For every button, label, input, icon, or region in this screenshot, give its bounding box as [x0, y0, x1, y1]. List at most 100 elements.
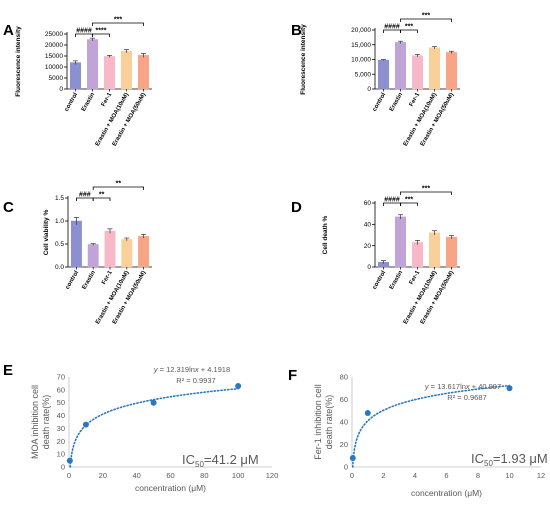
bar-0: [377, 59, 390, 90]
scatter-chart-e: E 0 10 20 30 40 50 60 70 0 20 40 60 80 100 120 concentra…: [3, 362, 278, 493]
y-tick-label: 1.5: [55, 195, 64, 202]
significance-label: ****: [96, 28, 107, 35]
y-tick-label: 60: [340, 395, 348, 404]
y-axis-label-line1: MOA inhibition cell: [30, 385, 40, 459]
eq-body: = 13.617ln: [429, 382, 466, 391]
y-tick-label: 0.0: [55, 264, 64, 271]
category-label: Fer-1: [409, 91, 422, 107]
bar-2: [104, 230, 116, 268]
x-tick-label: 10: [505, 471, 513, 480]
y-tick-label: 0: [367, 264, 371, 271]
bar-2: [411, 242, 424, 268]
trend-equation: y = 12.319lnx + 4.1918: [153, 365, 230, 374]
ic50-annotation: IC50=1.93 μM: [471, 451, 548, 468]
y-axis-label: Cell death %: [322, 215, 329, 254]
significance-bracket: [400, 202, 418, 206]
y-axis-label-line2: death rate(%): [324, 395, 334, 450]
trendline: [351, 384, 511, 468]
panel-letter: B: [291, 22, 302, 39]
y-tick-label: 80: [340, 373, 348, 382]
significance-bracket: [92, 22, 144, 26]
data-point: [235, 383, 242, 389]
panel-letter: D: [291, 199, 302, 216]
category-label: control: [372, 270, 388, 291]
eq-body: = 12.319ln: [158, 365, 195, 374]
y-tick-label: 40: [364, 222, 372, 229]
category-label: control: [372, 92, 388, 113]
y-tick-label: 20: [57, 437, 65, 446]
data-point: [364, 410, 371, 416]
category-label: control: [65, 270, 81, 291]
significance-bracket: [400, 191, 452, 195]
y-tick-label: 40: [340, 418, 348, 427]
bar-4: [445, 236, 458, 268]
significance-label: ***: [422, 13, 430, 20]
significance-label: **: [99, 192, 105, 199]
eq-suffix: + 40.997: [470, 382, 502, 391]
trendline: [69, 387, 239, 468]
scatter-chart-f: F 0 20 40 60 80 0 2 4 6 8 10 12 concentration (μM) Fer…: [288, 367, 548, 498]
bar-1: [394, 42, 407, 90]
significance-label: ####: [76, 28, 92, 35]
significance-bracket: [400, 18, 452, 22]
eq-var: x: [465, 382, 470, 391]
y-axis-label: Fer-1 inhibition celldeath rate(%): [313, 384, 334, 460]
category-label: Erastin: [389, 92, 405, 113]
y-tick-label: 20: [340, 440, 348, 449]
panel-letter: F: [288, 367, 297, 384]
eq-prefix: y: [153, 365, 159, 374]
bar-3: [121, 239, 133, 268]
x-tick-label: 2: [381, 471, 385, 480]
y-tick-label: 40: [57, 411, 65, 420]
y-tick-label: 60: [364, 200, 372, 207]
y-tick-label: 1.0: [55, 218, 64, 225]
bar-3: [428, 232, 441, 268]
y-tick-label: 25000: [45, 31, 63, 38]
y-tick-label: 5,000: [355, 71, 372, 78]
category-label: Fer-1: [101, 269, 114, 285]
significance-bracket: [92, 197, 111, 201]
ic50-value: =41.2 μM: [204, 452, 259, 467]
y-axis-label-line2: death rate(%): [41, 395, 51, 450]
x-tick-label: 120: [266, 471, 279, 480]
bar-4: [445, 52, 458, 90]
bar-4: [138, 235, 150, 268]
ic50-annotation: IC50=41.2 μM: [182, 452, 259, 469]
y-tick-label: 0: [367, 86, 371, 93]
y-tick-label: 20: [364, 243, 372, 250]
r-squared: R² = 0.9937: [176, 376, 215, 385]
bar-3: [428, 47, 441, 90]
significance-label: ***: [405, 197, 413, 204]
eq-var: x: [194, 365, 199, 374]
significance-label: ***: [422, 186, 430, 193]
y-tick-label: 70: [57, 373, 65, 382]
x-axis-label: concentration (μM): [135, 483, 206, 493]
data-point: [66, 457, 73, 464]
y-tick-label: 20,000: [351, 27, 371, 34]
ic50-sub: 50: [484, 459, 493, 468]
x-tick-label: 6: [444, 471, 448, 480]
eq-prefix: y: [424, 382, 430, 391]
bar-1: [87, 244, 99, 268]
category-label: Erastin: [389, 270, 405, 291]
x-tick-label: 80: [200, 471, 208, 480]
bar-4: [137, 55, 150, 90]
bar-2: [103, 56, 116, 90]
category-label: Fer-1: [409, 269, 422, 285]
y-axis-label-line1: Fer-1 inhibition cell: [313, 384, 323, 460]
category-label: Erastin: [81, 92, 97, 113]
bar-chart-d: D Cell death % 0 20 40 60 control Erastin Fer-1E…: [291, 186, 460, 325]
bar-1: [86, 39, 99, 90]
significance-bracket: [92, 33, 110, 37]
data-point: [349, 455, 356, 461]
x-tick-label: 4: [413, 471, 417, 480]
y-tick-label: 10000: [45, 64, 63, 71]
significance-label: **: [116, 181, 122, 188]
significance-label: ###: [79, 192, 91, 199]
y-tick-label: 0.5: [55, 241, 64, 248]
y-tick-label: 30: [57, 424, 65, 433]
r-squared: R² = 0.9687: [447, 393, 486, 402]
